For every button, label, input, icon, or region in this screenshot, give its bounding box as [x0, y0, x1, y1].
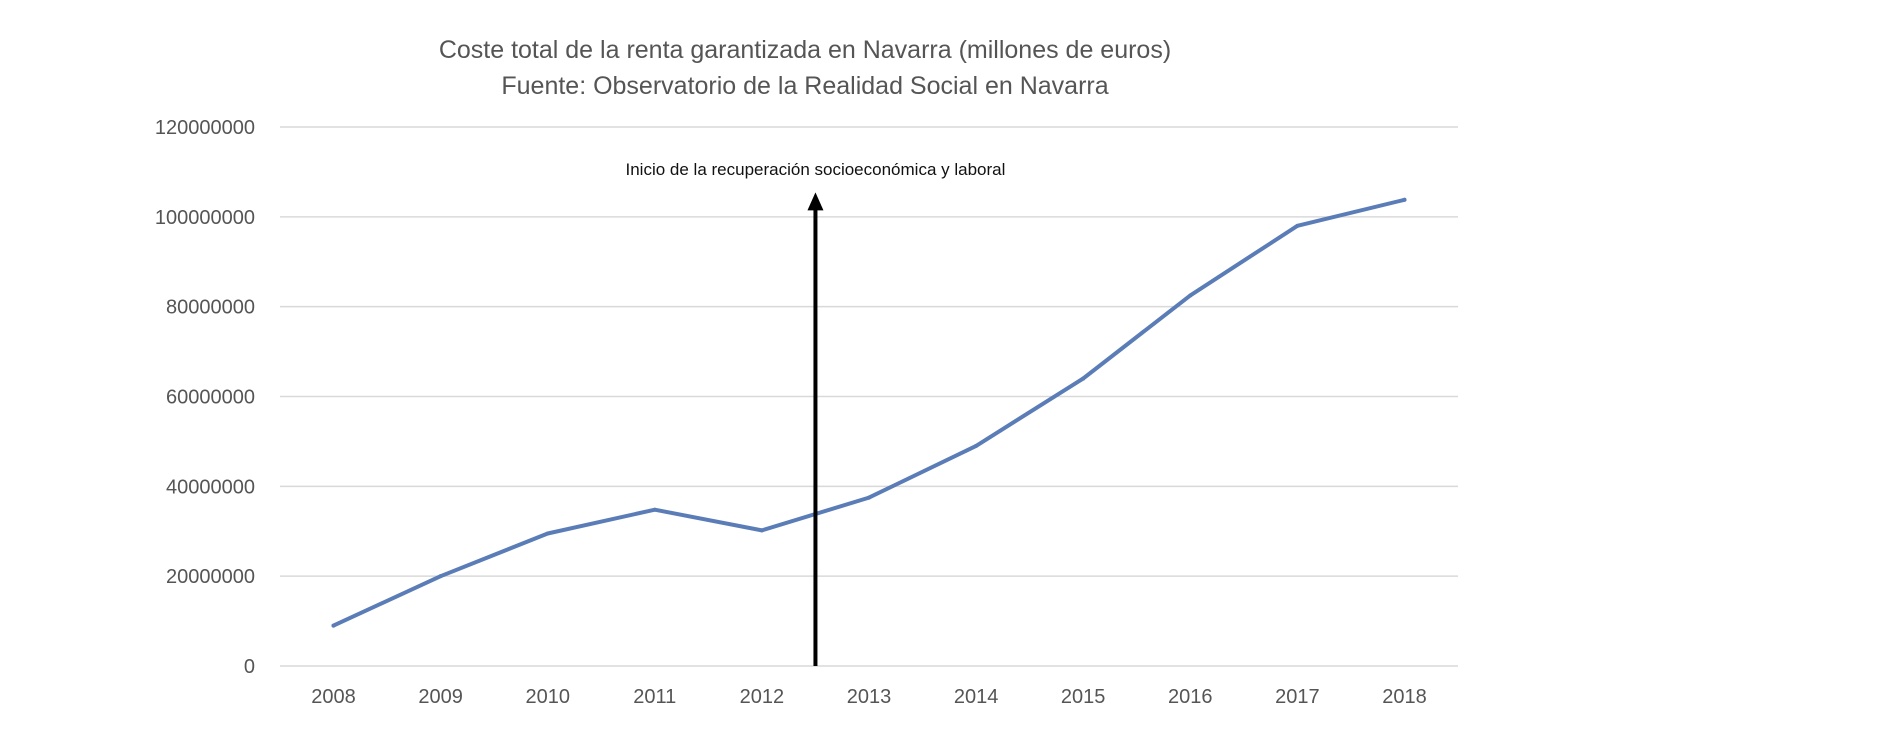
data-point — [974, 443, 979, 448]
x-tick-label: 2012 — [740, 686, 785, 708]
y-tick-label: 20000000 — [166, 566, 255, 588]
gridlines — [280, 126, 1458, 667]
x-tick-label: 2009 — [418, 686, 463, 708]
x-axis-ticks: 2008 2009 2010 2011 2012 2013 2014 2015 2016 2017… — [311, 686, 1426, 708]
y-tick-label: 60000000 — [166, 387, 255, 409]
series-group — [331, 197, 1407, 628]
data-point — [1081, 376, 1086, 381]
annotation-arrow-head — [807, 192, 824, 211]
x-tick-label: 2013 — [847, 686, 892, 708]
y-tick-label: 100000000 — [155, 207, 255, 229]
data-point — [759, 528, 764, 533]
chart-title: Coste total de la renta garantizada en N… — [439, 36, 1171, 64]
data-point — [438, 574, 443, 579]
annotation-label: Inicio de la recuperación socioeconómica… — [626, 160, 1006, 179]
x-tick-label: 2016 — [1168, 686, 1213, 708]
data-point — [1402, 197, 1407, 202]
chart-subtitle: Fuente: Observatorio de la Realidad Soci… — [501, 72, 1108, 100]
data-point — [867, 495, 871, 500]
data-point — [1188, 293, 1193, 298]
x-tick-label: 2008 — [311, 686, 356, 708]
x-tick-label: 2010 — [525, 686, 570, 708]
x-tick-label: 2011 — [633, 686, 676, 708]
y-tick-label: 40000000 — [166, 476, 255, 498]
data-point — [545, 531, 550, 536]
x-tick-label: 2015 — [1061, 686, 1106, 708]
y-tick-label: 80000000 — [166, 297, 255, 319]
data-point — [1295, 223, 1300, 228]
y-axis-ticks: 0 20000000 40000000 60000000 80000000 1000000… — [155, 117, 255, 678]
x-tick-label: 2014 — [954, 686, 999, 708]
y-tick-label: 0 — [244, 656, 255, 678]
annotation-group: Inicio de la recuperación socioeconómica… — [626, 160, 1006, 666]
data-point — [652, 507, 657, 512]
series-line — [331, 197, 1407, 628]
y-tick-label: 120000000 — [155, 117, 255, 139]
x-tick-label: 2017 — [1275, 686, 1320, 708]
x-tick-label: 2018 — [1382, 686, 1427, 708]
data-point — [331, 623, 336, 628]
